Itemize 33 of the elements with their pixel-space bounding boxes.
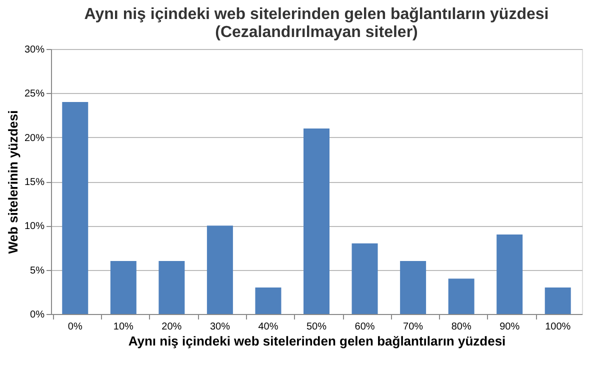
y-tick-label: 30% [24, 44, 45, 56]
bar [496, 234, 523, 314]
y-axis-title: Web sitelerinin yüzdesi [5, 110, 20, 254]
bar [206, 226, 233, 314]
bar [110, 261, 136, 314]
y-tick-label: 25% [24, 88, 45, 100]
x-tick-label: 40% [258, 322, 278, 332]
bar [448, 278, 474, 314]
y-tick-label: 10% [24, 221, 45, 232]
bar [255, 288, 282, 314]
x-tick-label: 0% [68, 322, 82, 332]
x-tick-label: 80% [451, 322, 472, 332]
x-tick-label: 100% [545, 322, 571, 332]
x-tick-label: 10% [113, 322, 134, 332]
y-tick-label: 20% [24, 132, 45, 144]
y-tick-label: 5% [30, 265, 45, 276]
y-tick-label: 15% [24, 177, 45, 188]
text: (Cezalandırılmayan siteler) [215, 24, 418, 41]
x-tick-label: 50% [306, 322, 327, 332]
text: Aynı niş içindeki web sitelerinden gelen bağlantıların yüzdesi [84, 6, 549, 23]
bar [352, 243, 378, 314]
x-axis-title: Aynı niş içindeki web sitelerinden gelen bağlantıların yüzdesi [128, 334, 506, 348]
bar [158, 261, 185, 314]
x-tick-label: 90% [500, 322, 520, 332]
bar [304, 128, 330, 314]
x-tick-label: 70% [403, 322, 424, 332]
bar [544, 288, 571, 314]
x-tick-label: 20% [162, 322, 182, 332]
x-tick-label: 30% [210, 322, 230, 332]
x-tick-label: 60% [354, 322, 375, 332]
bar [62, 102, 88, 314]
bar [400, 261, 426, 314]
y-tick-label: 0% [30, 310, 45, 320]
